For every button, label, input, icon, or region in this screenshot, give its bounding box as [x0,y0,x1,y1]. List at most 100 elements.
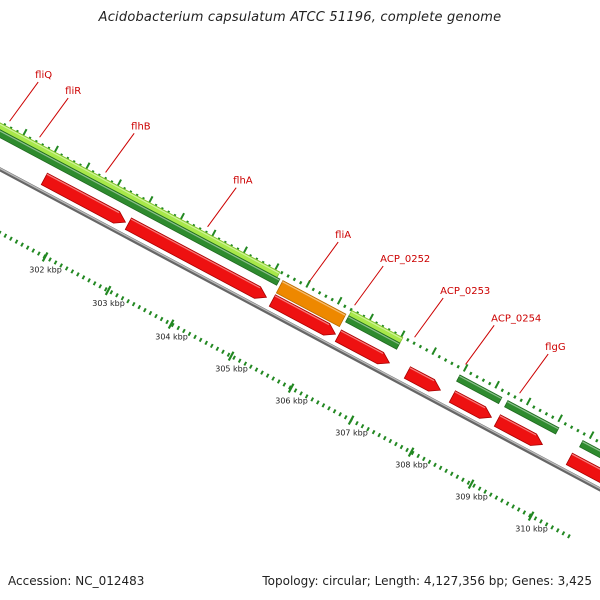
outer-major-tick [431,347,437,356]
inner-scale-tick [483,489,488,494]
outer-minor-tick [456,364,460,369]
inner-scale-tick [226,352,231,357]
inner-scale-tick [394,441,398,447]
gene-label: flhA [233,176,253,187]
label-leader-line [309,241,339,282]
outer-minor-tick [425,348,429,352]
outer-minor-tick [475,374,479,379]
outer-major-tick [494,380,500,389]
inner-scale-tick [477,486,482,491]
inner-scale-tick [288,385,292,390]
outer-minor-tick [349,307,353,312]
inner-scale-tick [511,504,515,509]
inner-scale-tick [343,415,348,420]
inner-scale-tick [293,388,298,393]
inner-scale-tick [472,483,476,488]
inner-scale-tick [9,236,13,241]
gene-box-orange [275,280,347,328]
outer-minor-tick [280,270,284,275]
inner-scale-tick [20,242,24,247]
outer-minor-tick [513,395,517,399]
inner-scale-tick [260,370,264,375]
inner-scale-tick [388,438,393,444]
feature-highlight [0,130,280,281]
inner-scale-tick [539,519,543,524]
inner-scale-tick [522,510,527,515]
inner-scale-tick [131,301,136,307]
inner-scale-tick [14,239,19,244]
feature-highlight [0,123,280,274]
outer-minor-tick [544,411,549,416]
label-leader-line [519,353,549,394]
inner-scale-tick [461,477,465,482]
cds-arrow [268,294,337,336]
outer-minor-tick [563,422,567,426]
inner-scale-tick [209,343,214,349]
outer-minor-tick [595,438,599,443]
inner-scale-tick [3,233,8,238]
inner-scale-tick [355,420,359,426]
outer-minor-tick [450,361,454,366]
inner-scale-tick [176,325,181,331]
inner-scale-tick [109,290,114,295]
inner-scale-tick [315,400,320,405]
kbp-major-tick [407,447,415,458]
inner-scale-tick [254,367,259,372]
feature-highlight [130,218,261,289]
gene-label: flhB [131,121,151,132]
kbp-major-tick [227,351,235,362]
genome-title: Acidobacterium capsulatum ATCC 51196, co… [98,10,502,25]
inner-scale-tick [332,409,337,414]
gene-box-dark [504,400,560,435]
outer-minor-tick [582,432,586,436]
inner-scale-tick [31,248,36,253]
label-leader-line [465,324,495,365]
feature-highlight [340,330,384,355]
inner-scale-tick [165,319,169,325]
inner-scale-tick [366,426,370,432]
gene-label: ACP_0252 [380,254,430,265]
gene-label: ACP_0254 [491,313,541,324]
gene-label: ACP_0253 [440,286,490,297]
inner-scale-tick [516,507,521,512]
outer-minor-tick [519,398,523,403]
feature-highlight [282,281,346,316]
inner-scale-tick [271,376,276,381]
outer-tick-marks [2,122,599,443]
inner-scale-tick [204,340,209,346]
kbp-tick-label: 302 kbp [29,265,62,274]
outer-minor-tick [576,428,580,433]
accession-text: Accession: NC_012483 [8,574,145,588]
inner-scale-tick [76,272,80,277]
inner-scale-tick [466,480,471,485]
inner-scale-tick [59,263,63,268]
gene-labels: fliQ fliR flhB flhA fliA ACP_0252 ACP_0253 ACP_… [35,70,565,353]
gene-label-leaders [9,81,549,394]
inner-scale-tick [494,495,499,500]
inner-scale-tick [265,373,270,378]
outer-major-tick [336,296,343,305]
inner-scale-tick [360,423,365,429]
outer-minor-tick [569,425,574,430]
outer-minor-tick [311,287,315,292]
outer-major-tick [557,414,563,423]
outer-minor-tick [488,381,492,386]
kbp-tick-label: 308 kbp [395,460,428,469]
inner-scale-tick [36,251,41,256]
cds-arrow [565,452,600,484]
outer-minor-tick [538,408,542,413]
inner-scale-tick [243,361,248,366]
inner-scale-tick [405,447,409,453]
outer-minor-tick [443,358,448,362]
gene-label: fliA [335,230,351,241]
inner-scale-tick [276,379,281,384]
feature-highlight [459,375,502,400]
kbp-major-tick [527,511,535,522]
outer-minor-tick [330,297,334,302]
feature-highlight [274,295,330,326]
gene-box-dark [579,440,600,459]
label-leader-line [354,265,384,306]
cds-arrow [448,390,493,419]
